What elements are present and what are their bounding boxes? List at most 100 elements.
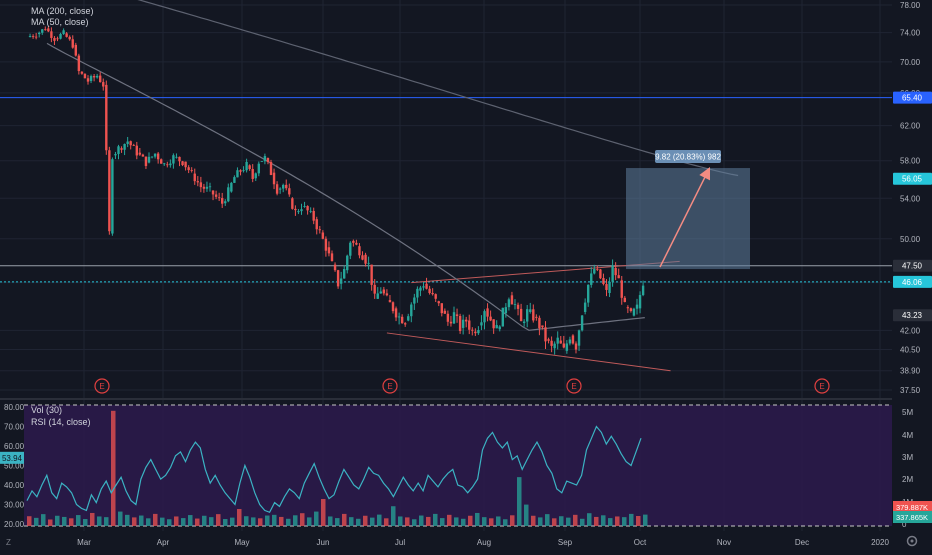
- candle-body: [461, 319, 465, 328]
- volume-tick-label: 0: [902, 520, 907, 529]
- candle-body: [181, 161, 184, 166]
- price-tick-label: 38.90: [900, 367, 921, 376]
- volume-bar: [167, 519, 172, 526]
- legend-ma200[interactable]: MA (200, close): [31, 6, 94, 16]
- time-tick-label: Apr: [157, 538, 170, 547]
- volume-bar: [216, 514, 221, 526]
- volume-bar: [251, 517, 256, 526]
- volume-bar: [27, 516, 32, 526]
- trendline-lower[interactable]: [386, 332, 671, 372]
- projection-box[interactable]: [626, 168, 750, 270]
- rsi-axis: 80.00 70.00 60.00 50.00 40.00 30.00 20.00 53.94: [0, 403, 25, 529]
- rsi-tick-label: 80.00: [4, 403, 25, 412]
- volume-bar: [41, 514, 46, 526]
- volume-bar: [230, 517, 235, 526]
- candle-body: [251, 168, 254, 179]
- earnings-marker-icon[interactable]: E: [814, 378, 830, 394]
- candle-body: [452, 312, 456, 324]
- legend-rsi[interactable]: RSI (14, close): [31, 417, 91, 427]
- candle-body: [211, 190, 215, 195]
- main-pane[interactable]: [0, 0, 892, 398]
- candle-body: [327, 247, 331, 254]
- candle-body: [31, 36, 35, 37]
- candle-body: [56, 38, 59, 40]
- price-tick-label: 37.50: [900, 386, 921, 395]
- earnings-marker-icon[interactable]: E: [94, 378, 110, 394]
- candle-body: [544, 327, 547, 342]
- candle-body: [556, 337, 559, 344]
- candle-body: [477, 330, 480, 334]
- volume-bar: [272, 514, 277, 526]
- candle-body: [605, 284, 608, 290]
- time-tick-label: Mar: [77, 538, 91, 547]
- candle-body: [446, 313, 450, 322]
- price-badge-label: 47.50: [902, 262, 923, 271]
- volume-bar: [62, 516, 67, 526]
- candle-body: [547, 339, 550, 341]
- candle-body: [257, 163, 260, 174]
- candle-body: [153, 153, 157, 157]
- candle-body: [196, 181, 199, 183]
- candle-body: [596, 269, 599, 270]
- candle-body: [312, 210, 315, 221]
- candle-body: [108, 150, 111, 232]
- earnings-marker-icon[interactable]: E: [382, 378, 398, 394]
- price-tick-label: 42.00: [900, 326, 921, 335]
- candle-body: [583, 302, 587, 312]
- volume-bar: [55, 515, 60, 526]
- legend-vol[interactable]: Vol (30): [31, 405, 62, 415]
- candle-body: [559, 340, 562, 344]
- candle-body: [522, 321, 526, 323]
- candle-body: [309, 210, 312, 212]
- candle-body: [205, 186, 209, 189]
- rsi-badge: [0, 451, 24, 464]
- price-tick-label: 78.00: [900, 1, 921, 10]
- volume-bar: [202, 515, 207, 526]
- candle-body: [608, 281, 611, 293]
- projection-arrow[interactable]: [659, 167, 711, 268]
- volume-bar: [370, 517, 375, 526]
- candle-body: [178, 156, 181, 162]
- candle-body: [120, 148, 123, 150]
- candle-body: [599, 269, 602, 279]
- ma200-line: [137, 0, 739, 177]
- volume-bars: [27, 410, 648, 526]
- time-tick-label: May: [234, 538, 249, 547]
- candle-body: [202, 186, 206, 189]
- earnings-marker-icon[interactable]: E: [566, 378, 582, 394]
- candle-body: [388, 300, 392, 303]
- timezone-icon[interactable]: Z: [6, 538, 11, 547]
- candle-body: [367, 262, 370, 264]
- candle-body: [443, 310, 447, 314]
- candle-body: [193, 173, 196, 182]
- price-tick-label: 74.00: [900, 29, 921, 38]
- rsi-tick-label: 70.00: [4, 423, 25, 432]
- volume-bar: [426, 516, 431, 526]
- volume-bar: [643, 514, 648, 526]
- candle-body: [150, 156, 154, 158]
- candle-body: [437, 301, 440, 304]
- candle-body: [623, 297, 626, 302]
- candle-body: [44, 29, 47, 31]
- volume-bar: [461, 518, 466, 526]
- candle-body: [410, 304, 413, 317]
- volume-bar: [265, 515, 270, 526]
- candle-body: [92, 76, 96, 78]
- volume-bar: [412, 519, 417, 526]
- volume-bar: [377, 514, 382, 526]
- gear-icon[interactable]: [906, 535, 918, 547]
- candle-body: [638, 295, 642, 309]
- legend-ma50[interactable]: MA (50, close): [31, 17, 89, 27]
- volume-bar: [83, 519, 88, 526]
- price-badge: [893, 172, 932, 185]
- price-tick-label: 70.00: [900, 58, 921, 67]
- projection-tool[interactable]: 9.82 (20.83%) 982: [626, 150, 750, 270]
- candle-body: [465, 319, 468, 322]
- volume-bar: [538, 517, 543, 526]
- candle-body: [535, 316, 538, 318]
- candle-body: [495, 325, 498, 329]
- volume-bar: [573, 514, 578, 526]
